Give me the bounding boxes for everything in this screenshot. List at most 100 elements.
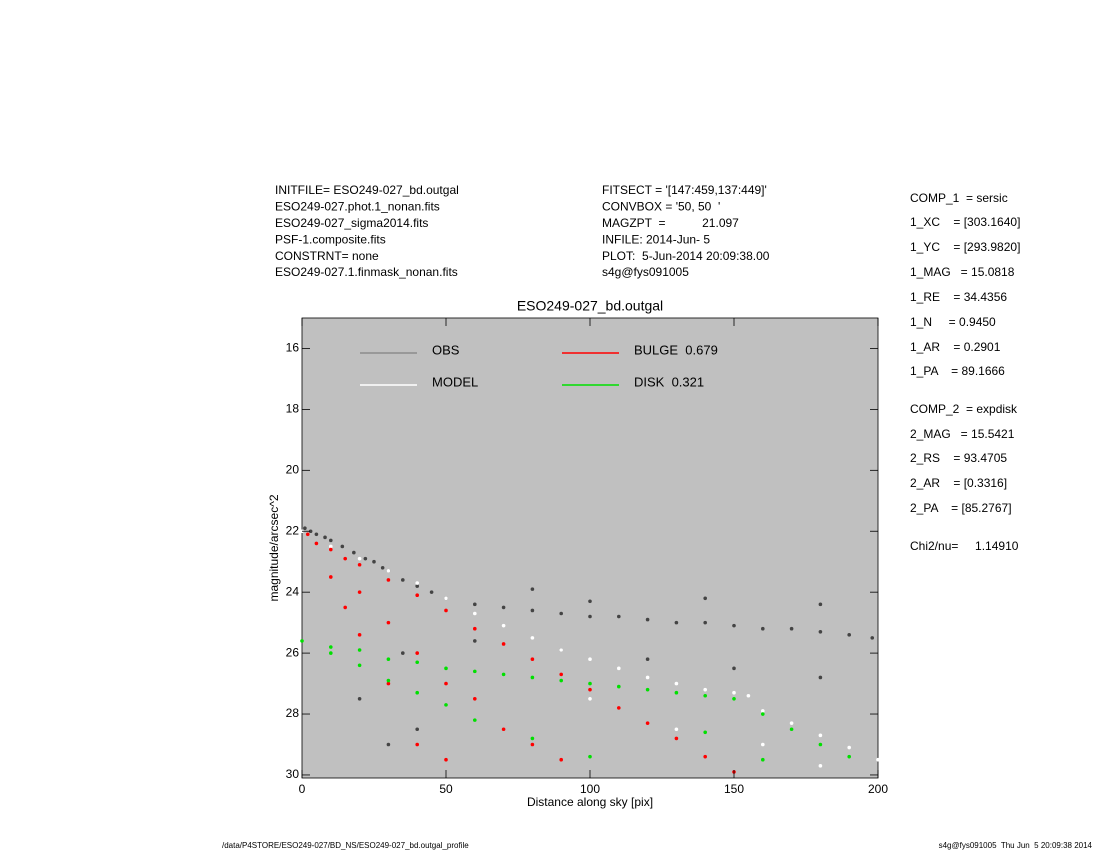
x-axis-label: Distance along sky [pix] — [527, 795, 653, 809]
data-point — [645, 721, 650, 725]
data-point — [530, 657, 535, 661]
data-point — [473, 718, 477, 722]
data-point — [588, 687, 592, 692]
data-point — [732, 666, 736, 671]
parameter-line: 1_AR = 0.2901 — [910, 340, 1001, 354]
data-point — [444, 681, 448, 686]
data-point — [323, 535, 327, 540]
data-point — [530, 608, 535, 613]
data-point — [329, 547, 333, 552]
data-point — [617, 614, 621, 619]
parameter-line: 1_XC = [303.1640] — [910, 215, 1020, 229]
data-point — [357, 562, 362, 567]
y-tick-label: 20 — [286, 462, 300, 476]
data-point — [703, 687, 707, 692]
data-point — [340, 544, 345, 549]
data-point — [876, 757, 880, 762]
data-point — [473, 611, 477, 616]
data-point — [352, 550, 356, 555]
data-point — [415, 584, 420, 588]
data-point — [386, 620, 391, 625]
data-point — [300, 639, 304, 643]
data-point — [847, 745, 851, 750]
data-point — [401, 651, 405, 655]
data-point — [305, 532, 310, 537]
data-point — [789, 727, 794, 732]
y-tick-label: 28 — [286, 706, 300, 720]
data-point — [746, 693, 751, 698]
y-tick-label: 18 — [286, 402, 300, 416]
data-point — [363, 556, 368, 561]
data-point — [530, 636, 535, 640]
data-point — [386, 578, 391, 582]
data-point — [357, 696, 362, 701]
chart-title: ESO249-027_bd.outgal — [517, 298, 663, 314]
legend-label: BULGE 0.679 — [634, 342, 718, 357]
data-point — [703, 620, 707, 625]
data-point — [329, 575, 333, 579]
data-point — [473, 626, 477, 631]
data-point — [530, 742, 535, 747]
data-point — [343, 556, 348, 561]
data-point — [588, 696, 592, 701]
data-point — [761, 626, 765, 631]
data-point — [645, 617, 650, 622]
data-point — [559, 757, 563, 762]
parameter-line: Chi2/nu= 1.14910 — [910, 539, 1019, 553]
data-point — [444, 608, 448, 613]
parameter-line: 1_YC = [293.9820] — [910, 240, 1020, 254]
data-point — [761, 742, 765, 747]
data-point — [501, 672, 506, 677]
data-point — [401, 578, 405, 582]
data-point — [588, 754, 592, 759]
data-point — [818, 733, 823, 738]
data-point — [386, 681, 391, 686]
parameter-line: 2_RS = 93.4705 — [910, 451, 1007, 465]
data-point — [617, 684, 621, 689]
data-point — [588, 599, 592, 604]
data-point — [329, 544, 333, 549]
data-point — [415, 742, 420, 747]
data-point — [761, 709, 765, 713]
data-point — [617, 666, 621, 671]
data-point — [357, 633, 362, 637]
y-tick-label: 22 — [286, 523, 300, 537]
data-point — [501, 605, 506, 610]
data-point — [674, 727, 679, 732]
data-point — [444, 666, 448, 671]
header-middle-line: PLOT: 5-Jun-2014 20:09:38.00 — [602, 249, 770, 263]
data-point — [501, 642, 506, 646]
data-layer — [300, 526, 880, 774]
data-point — [559, 672, 563, 677]
data-point — [559, 648, 563, 652]
data-point — [473, 696, 477, 701]
parameter-line: 2_AR = [0.3316] — [910, 476, 1007, 490]
y-tick-label: 16 — [286, 341, 300, 355]
data-point — [530, 736, 535, 741]
data-point — [314, 541, 319, 546]
parameter-line: 1_RE = 34.4356 — [910, 290, 1007, 304]
data-point — [314, 532, 319, 537]
data-point — [645, 687, 650, 692]
data-point — [732, 690, 736, 695]
data-point — [588, 681, 592, 686]
legend-label: OBS — [432, 342, 460, 357]
data-point — [703, 754, 707, 759]
data-point — [415, 660, 420, 665]
data-point — [732, 696, 736, 701]
x-tick-label: 100 — [580, 782, 600, 796]
data-point — [761, 757, 765, 762]
data-point — [386, 569, 391, 573]
data-point — [847, 633, 851, 637]
y-tick-label: 30 — [286, 767, 300, 781]
header-middle-line: INFILE: 2014-Jun- 5 — [602, 232, 710, 246]
y-axis-label: magnitude/arcsec^2 — [267, 494, 281, 601]
data-point — [818, 602, 823, 607]
data-point — [415, 581, 420, 585]
data-point — [870, 636, 875, 640]
data-point — [343, 605, 348, 610]
y-tick-label: 24 — [286, 584, 300, 598]
header-left-line: PSF-1.composite.fits — [275, 232, 386, 246]
data-point — [501, 623, 506, 628]
